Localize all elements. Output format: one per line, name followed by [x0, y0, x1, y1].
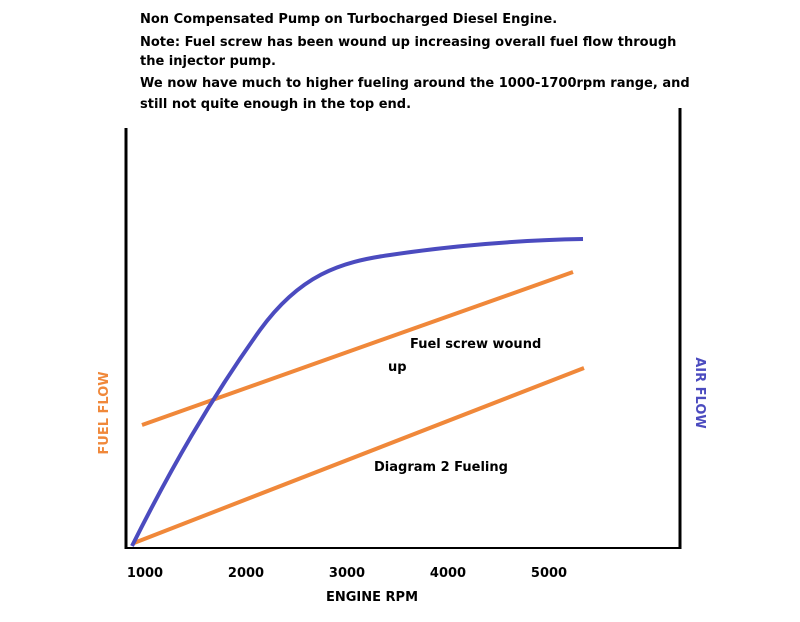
x-tick-label: 5000	[531, 566, 567, 581]
annotation: Fuel screw wound	[410, 337, 541, 352]
x-tick-label: 2000	[228, 566, 264, 581]
x-tick-label: 3000	[329, 566, 365, 581]
title-line: Note: Fuel screw has been wound up incre…	[140, 35, 676, 50]
air-flow-curve	[130, 237, 584, 547]
title-line: Non Compensated Pump on Turbocharged Die…	[140, 12, 557, 27]
x-tick-label: 4000	[430, 566, 466, 581]
title-line: the injector pump.	[140, 54, 276, 69]
diagram2-line	[133, 366, 585, 545]
title-block: Non Compensated Pump on Turbocharged Die…	[140, 12, 690, 112]
right-axis-label: AIR FLOW	[692, 357, 707, 429]
left-axis-label: FUEL FLOW	[97, 371, 112, 454]
title-line: We now have much to higher fueling aroun…	[140, 76, 690, 91]
annotation: up	[388, 360, 407, 375]
x-ticks: 1000 2000 3000 4000 5000	[127, 566, 567, 581]
annotation: Diagram 2 Fueling	[374, 460, 508, 475]
x-axis-label: ENGINE RPM	[326, 590, 418, 605]
x-tick-label: 1000	[127, 566, 163, 581]
title-line: still not quite enough in the top end.	[140, 97, 411, 112]
